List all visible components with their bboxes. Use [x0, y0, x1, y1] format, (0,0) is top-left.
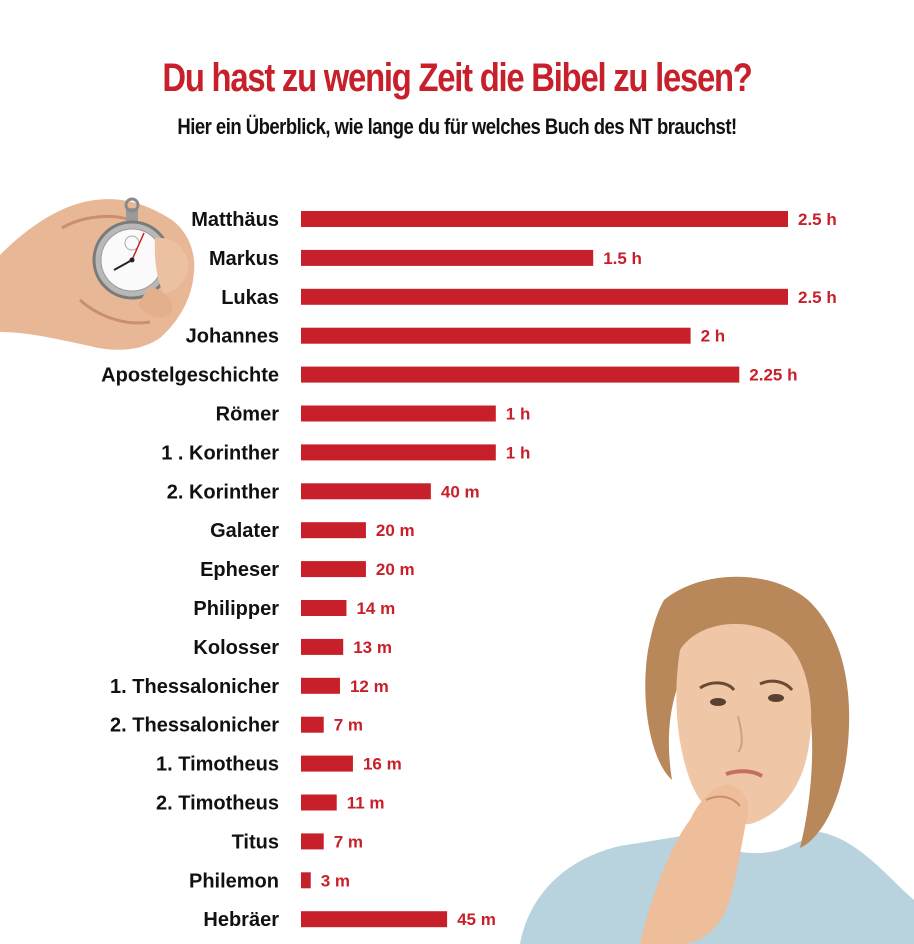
data-label-matthäus: 2.5 h: [798, 210, 837, 229]
data-label-hebräer: 45 m: [457, 910, 496, 929]
data-label-galater: 20 m: [376, 521, 415, 540]
chart-title: Du hast zu wenig Zeit die Bibel zu lesen…: [162, 56, 752, 100]
category-label-1-korinther: 1 . Korinther: [161, 442, 279, 464]
stopwatch-hand-illustration: [0, 197, 195, 350]
category-label-johannes: Johannes: [186, 326, 279, 348]
category-label-epheser: Epheser: [200, 559, 279, 581]
data-label-markus: 1.5 h: [603, 249, 642, 268]
category-label-2-timotheus: 2. Timotheus: [156, 793, 279, 815]
category-label-philemon: Philemon: [189, 870, 279, 892]
bar-römer: [301, 405, 496, 422]
category-label-matthäus: Matthäus: [191, 209, 279, 231]
bar-philipper: [301, 600, 347, 616]
category-label-titus: Titus: [232, 831, 279, 853]
data-label-1-korinther: 1 h: [506, 443, 531, 462]
category-label-hebräer: Hebräer: [203, 909, 279, 931]
bar-1-thessalonicher: [301, 677, 340, 694]
bars: [301, 211, 788, 928]
category-label-philipper: Philipper: [193, 598, 279, 620]
chart-subtitle: Hier ein Überblick, wie lange du für wel…: [177, 114, 737, 139]
data-label-philemon: 3 m: [321, 871, 350, 890]
category-label-1-thessalonicher: 1. Thessalonicher: [110, 676, 279, 698]
data-label-1-timotheus: 16 m: [363, 755, 402, 774]
bar-1-korinther: [301, 444, 496, 461]
category-labels: Matthäus Markus Lukas Johannes Apostelgeschi…: [101, 209, 279, 931]
bar-hebräer: [301, 911, 448, 928]
bar-titus: [301, 833, 324, 850]
thinking-woman-illustration: [520, 576, 914, 944]
data-label-epheser: 20 m: [376, 560, 415, 579]
data-label-kolosser: 13 m: [353, 638, 392, 657]
bar-apostelgeschichte: [301, 366, 740, 383]
bar-kolosser: [301, 638, 344, 655]
bar-markus: [301, 249, 594, 266]
bar-2-thessalonicher: [301, 716, 324, 733]
category-label-1-timotheus: 1. Timotheus: [156, 754, 279, 776]
data-label-titus: 7 m: [334, 832, 363, 851]
category-label-kolosser: Kolosser: [193, 637, 279, 659]
category-label-apostelgeschichte: Apostelgeschichte: [101, 365, 279, 387]
category-label-2-thessalonicher: 2. Thessalonicher: [110, 715, 279, 737]
data-label-johannes: 2 h: [701, 327, 726, 346]
bar-lukas: [301, 288, 788, 305]
category-label-römer: Römer: [216, 404, 280, 426]
data-label-apostelgeschichte: 2.25 h: [749, 366, 797, 385]
data-label-lukas: 2.5 h: [798, 288, 837, 307]
category-label-galater: Galater: [210, 520, 279, 542]
data-label-2-korinther: 40 m: [441, 482, 480, 501]
bar-johannes: [301, 327, 691, 344]
data-label-römer: 1 h: [506, 405, 531, 424]
bar-1-timotheus: [301, 755, 353, 772]
bar-2-timotheus: [301, 794, 337, 811]
data-labels: 2.5 h 1.5 h 2.5 h 2 h 2.25 h 1 h 1 h 40 m 20 m 20…: [321, 210, 837, 929]
bar-2-korinther: [301, 483, 431, 500]
bar-epheser: [301, 561, 366, 578]
bar-philemon: [301, 872, 311, 889]
data-label-1-thessalonicher: 12 m: [350, 677, 389, 696]
data-label-2-thessalonicher: 7 m: [334, 716, 363, 735]
data-label-2-timotheus: 11 m: [347, 794, 385, 813]
category-label-2-korinther: 2. Korinther: [167, 481, 279, 503]
bar-galater: [301, 522, 366, 539]
category-label-markus: Markus: [209, 248, 279, 270]
category-label-lukas: Lukas: [221, 287, 279, 309]
data-label-philipper: 14 m: [356, 599, 395, 618]
bar-matthäus: [301, 211, 788, 227]
